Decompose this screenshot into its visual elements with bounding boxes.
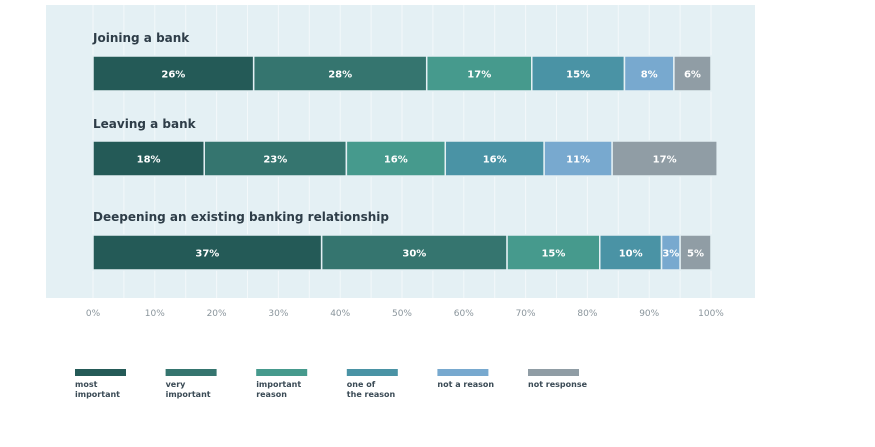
bar-segment <box>345 140 447 177</box>
bar-segment <box>611 140 718 177</box>
bar-segment <box>506 234 601 271</box>
x-tick-label: 60% <box>454 309 474 319</box>
data-label: 37% <box>195 249 219 260</box>
x-tick-label: 30% <box>268 309 288 319</box>
x-tick-label: 50% <box>392 309 412 319</box>
x-tick-label: 0% <box>86 309 101 319</box>
bar-segment <box>252 55 428 92</box>
category-title: Joining a bank <box>92 31 190 45</box>
legend-label: not a reason <box>437 380 494 389</box>
data-label: 26% <box>161 70 185 81</box>
x-tick-label: 80% <box>577 309 597 319</box>
bar-segment <box>203 140 348 177</box>
data-label: 23% <box>263 155 287 166</box>
legend-swatch <box>528 369 579 376</box>
data-label: 5% <box>687 249 704 260</box>
x-tick-label: 40% <box>330 309 350 319</box>
data-label: 16% <box>483 155 507 166</box>
bar-segment <box>92 55 255 92</box>
bar-segment <box>531 55 626 92</box>
bar-segment <box>320 234 508 271</box>
data-label: 17% <box>653 155 677 166</box>
legend-label: important <box>75 390 120 399</box>
bar-segment <box>425 55 533 92</box>
legend-label: one of <box>347 380 376 389</box>
bar-segment <box>673 55 712 92</box>
legend-label: not response <box>528 380 588 389</box>
bar-segment <box>599 234 663 271</box>
legend-label: important <box>256 380 301 389</box>
x-tick-label: 10% <box>145 309 165 319</box>
data-label: 15% <box>566 70 590 81</box>
legend-label: reason <box>256 390 287 399</box>
data-label: 15% <box>541 249 565 260</box>
bar-segment <box>444 140 545 177</box>
data-label: 30% <box>402 249 426 260</box>
legend-swatch <box>346 369 398 376</box>
legend-swatch <box>256 369 308 376</box>
legend-label: important <box>166 390 211 399</box>
data-label: 17% <box>467 70 491 81</box>
x-tick-label: 20% <box>207 309 227 319</box>
data-label: 11% <box>566 155 590 166</box>
data-label: 8% <box>641 70 658 81</box>
x-tick-label: 70% <box>516 309 536 319</box>
legend-swatch <box>437 369 489 376</box>
category-title: Deepening an existing banking relationsh… <box>93 210 389 224</box>
legend-swatch <box>165 369 217 376</box>
data-label: 18% <box>137 155 161 166</box>
data-label: 3% <box>662 249 679 260</box>
legend-label: very <box>166 380 187 389</box>
legend-label: the reason <box>347 390 396 399</box>
data-label: 28% <box>328 70 352 81</box>
x-tick-label: 90% <box>639 309 659 319</box>
legend-swatch <box>75 369 126 376</box>
bar-segment <box>543 140 613 177</box>
category-title: Leaving a bank <box>93 117 197 131</box>
x-tick-label: 100% <box>698 309 724 319</box>
data-label: 16% <box>384 155 408 166</box>
data-label: 6% <box>684 70 701 81</box>
legend-label: most <box>75 380 98 389</box>
bar-segment <box>92 234 323 271</box>
data-label: 10% <box>619 249 643 260</box>
bar-segment <box>679 234 712 271</box>
